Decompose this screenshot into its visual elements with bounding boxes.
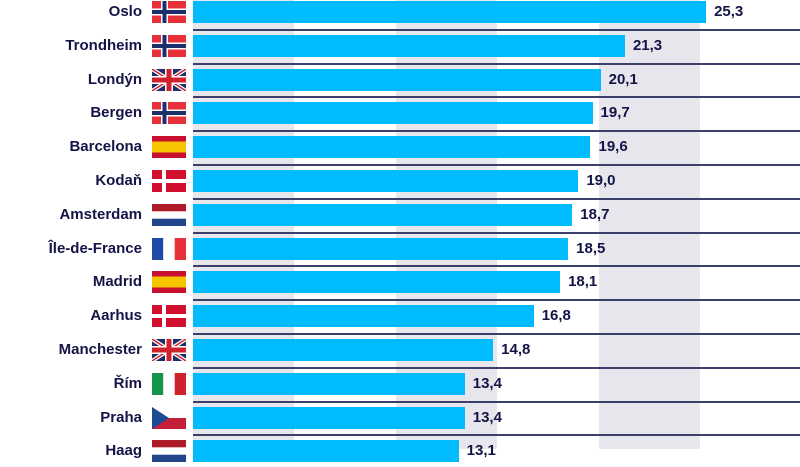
uk-flag-icon — [150, 337, 188, 363]
norway-flag-icon — [152, 34, 186, 57]
category-label: Kodaň — [95, 172, 142, 189]
netherlands-flag-icon — [152, 440, 186, 463]
category-label: Manchester — [58, 341, 142, 358]
value-label: 20,1 — [608, 70, 638, 88]
background-band — [598, 0, 700, 449]
row-separator — [193, 130, 800, 133]
italy-flag-icon — [152, 372, 186, 395]
bar-chart: Oslo 25,3 Trondheim 21,3 Londýn 20,1 Bergen 19,… — [48, 0, 800, 463]
value-label: 18,1 — [568, 273, 598, 291]
value-label: 16,8 — [541, 307, 571, 325]
norway-flag-icon — [152, 1, 186, 23]
category-label: Haag — [105, 442, 142, 460]
bar — [193, 271, 561, 294]
category-label: Barcelona — [69, 138, 142, 156]
value-label: 13,1 — [466, 442, 496, 460]
bar — [193, 34, 625, 57]
row-separator — [193, 434, 800, 437]
row-separator — [193, 333, 800, 335]
category-label: Amsterdam — [59, 205, 142, 223]
row-separator — [193, 197, 800, 200]
bar — [193, 203, 573, 226]
norway-flag-icon — [152, 102, 186, 125]
bar — [193, 136, 591, 159]
france-flag-icon — [152, 237, 186, 260]
category-label: Oslo — [108, 3, 142, 20]
row-separator — [193, 400, 800, 403]
category-label: Trondheim — [65, 36, 142, 54]
row-separator — [193, 96, 800, 99]
category-label: Praha — [100, 408, 142, 426]
value-label: 13,4 — [472, 374, 502, 392]
denmark-flag-icon — [152, 305, 186, 328]
denmark-flag-icon — [152, 170, 186, 192]
value-label: 18,5 — [576, 239, 606, 257]
category-label: Bergen — [90, 104, 142, 122]
value-label: 19,7 — [600, 104, 630, 122]
category-label: Aarhus — [90, 307, 142, 325]
row-separator — [193, 366, 800, 369]
spain-flag-icon — [152, 271, 186, 294]
value-label: 21,3 — [632, 36, 663, 54]
value-label: 18,7 — [580, 205, 610, 223]
bar — [193, 1, 707, 23]
row-separator — [193, 265, 800, 268]
value-label: 25,3 — [714, 3, 744, 20]
row-separator — [193, 62, 800, 65]
bar — [193, 372, 465, 395]
value-label: 19,0 — [586, 172, 616, 189]
category-label: Île-de-France — [48, 239, 142, 257]
category-label: Londýn — [87, 70, 142, 88]
value-label: 19,6 — [598, 138, 628, 156]
bar — [193, 339, 494, 361]
bar — [193, 237, 569, 260]
uk-flag-icon — [150, 66, 188, 93]
czech-flag-icon — [152, 406, 186, 429]
value-label: 13,4 — [472, 408, 502, 426]
bar — [193, 68, 601, 91]
bar — [193, 102, 593, 125]
bar — [193, 170, 579, 192]
row-separator — [193, 231, 800, 234]
netherlands-flag-icon — [152, 203, 186, 226]
category-label: Madrid — [92, 273, 142, 291]
bar — [193, 440, 459, 463]
bar — [193, 305, 534, 328]
value-label: 14,8 — [501, 341, 531, 358]
bar — [193, 406, 465, 429]
spain-flag-icon — [152, 136, 186, 159]
category-label: Řím — [113, 374, 142, 392]
row-separator — [193, 28, 800, 31]
row-separator — [193, 164, 800, 166]
row-separator — [193, 299, 800, 302]
